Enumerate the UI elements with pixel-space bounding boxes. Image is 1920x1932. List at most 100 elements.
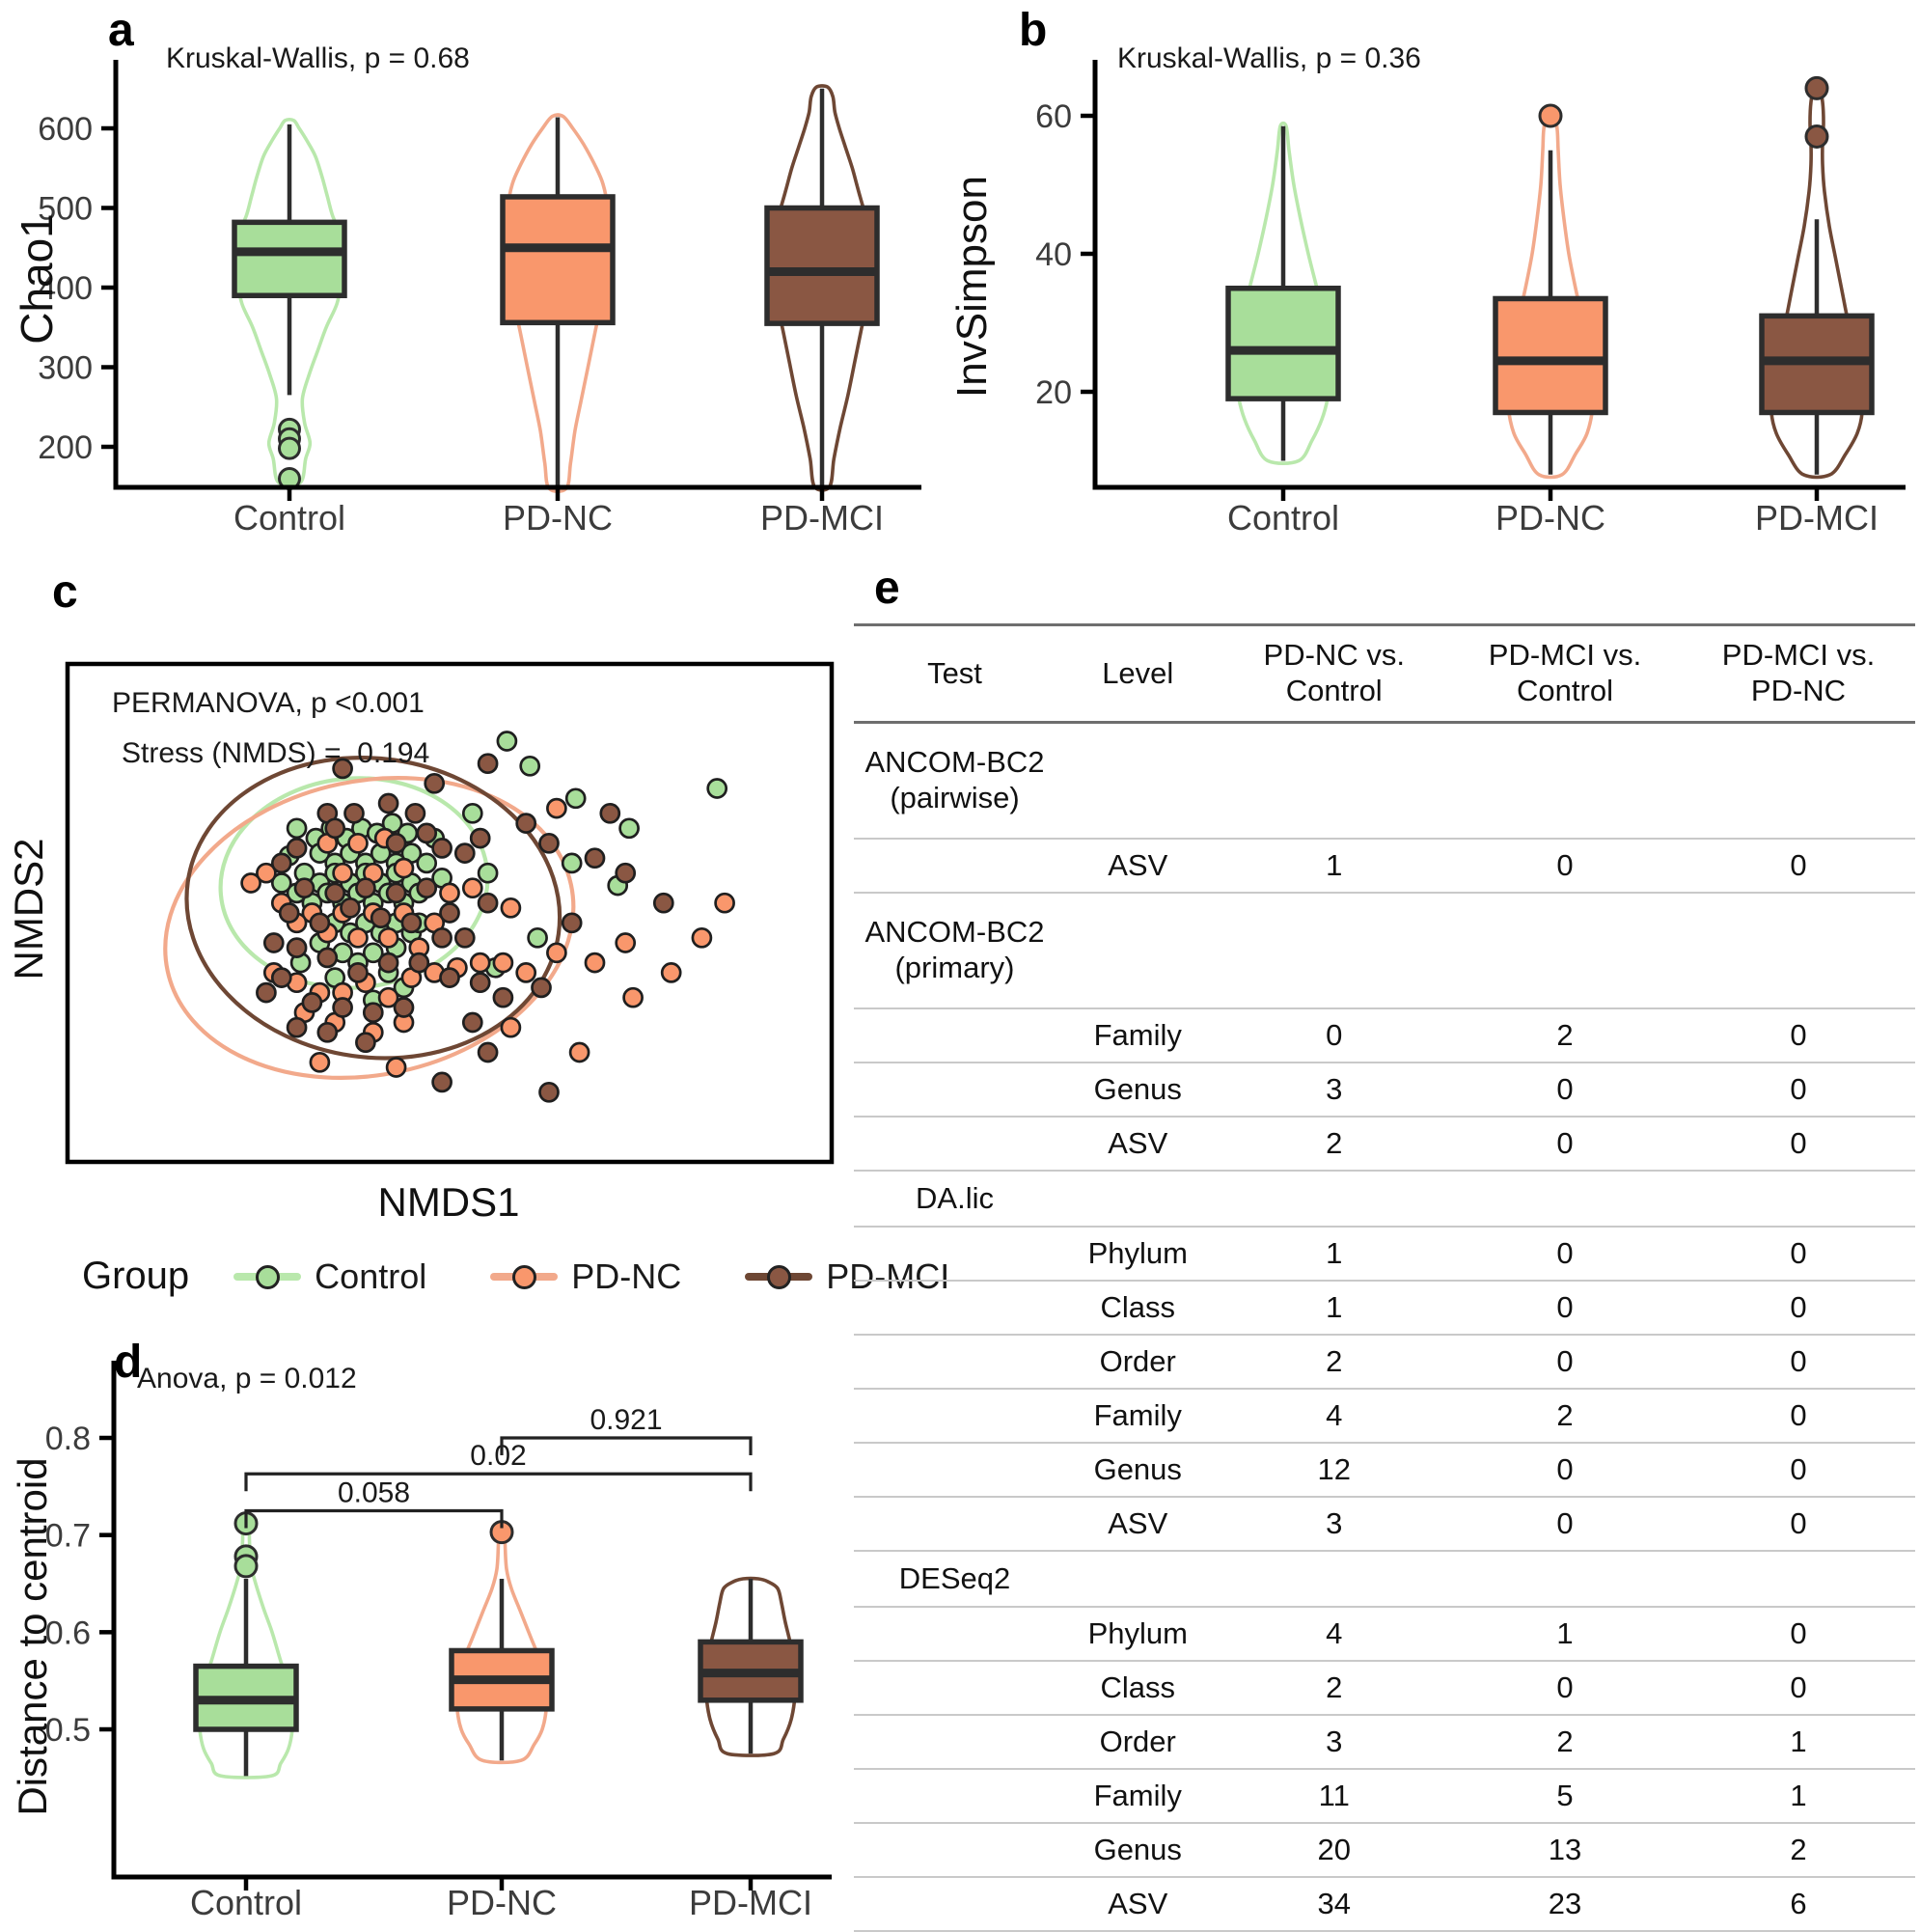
y-tick-label: 600	[38, 111, 93, 148]
table-rule	[854, 1606, 1915, 1608]
table-row: Family 0 2 0	[854, 1009, 1915, 1062]
table-cell: 20	[1317, 1832, 1351, 1866]
table-cell: 0	[1790, 1451, 1807, 1486]
table-row: Family 4 2 0	[854, 1390, 1915, 1442]
table-rule	[854, 623, 1915, 626]
table-cell: 0	[1790, 1017, 1807, 1052]
table-cell: 1	[1326, 847, 1343, 882]
table-rule	[854, 1822, 1915, 1824]
violin-group-PD-NC	[1493, 103, 1608, 480]
table-cell	[1056, 894, 1221, 1007]
table-cell: 0	[1790, 1289, 1807, 1324]
table-rule	[854, 1496, 1915, 1498]
table-row: Genus 12 0 0	[854, 1444, 1915, 1496]
comparison-p-value: 0.921	[590, 1404, 662, 1436]
pd-mci-marker-icon	[745, 1261, 813, 1292]
table-rule	[854, 1170, 1915, 1172]
outlier-point	[233, 1554, 259, 1579]
y-tick-label: 300	[38, 350, 93, 387]
y-tick-label: 40	[1035, 236, 1072, 273]
table-cell	[1056, 724, 1221, 838]
x-category-label: PD-NC	[1495, 498, 1605, 538]
table-header-cell: Test	[927, 655, 982, 690]
table-cell	[854, 1228, 1056, 1280]
group-legend: Group Control PD-NC PD-MCI	[82, 1255, 1013, 1298]
table-row: ASV 1 0 0	[854, 840, 1915, 892]
table-cell: 23	[1548, 1886, 1582, 1920]
table-cell: Phylum	[1087, 1235, 1188, 1270]
table-cell	[1682, 894, 1915, 1007]
table-cell: 0	[1556, 1343, 1574, 1378]
table-row: ANCOM-BC2 (primary)	[854, 894, 1915, 1007]
table-cell: 1	[1556, 1615, 1574, 1650]
violin-outline	[506, 113, 610, 493]
panel-c-label: c	[52, 566, 78, 618]
panel-d-label: d	[114, 1337, 143, 1388]
table-rule	[854, 1876, 1915, 1878]
table-cell: 2	[1790, 1832, 1807, 1866]
table-cell: Order	[1099, 1343, 1176, 1378]
table-rule	[854, 1442, 1915, 1444]
table-cell	[854, 1336, 1056, 1388]
table-cell: 0	[1556, 1235, 1574, 1270]
table-cell: 2	[1326, 1343, 1343, 1378]
table-cell: Genus	[1093, 1071, 1182, 1106]
table-rule	[854, 892, 1915, 894]
table-cell: Class	[1100, 1289, 1175, 1324]
table-rule	[854, 838, 1915, 840]
table-cell	[1448, 724, 1682, 838]
table-cell	[1056, 1172, 1221, 1226]
table-cell	[854, 1498, 1056, 1550]
table-cell: 0	[1790, 1071, 1807, 1106]
panel-a-stat-text: Kruskal-Wallis, p = 0.68	[166, 42, 470, 74]
table-header-row: Test Level PD-NC vs. Control PD-MCI vs. Con…	[854, 626, 1915, 721]
table-cell: Genus	[1093, 1451, 1182, 1486]
y-tick-label: 0.7	[45, 1518, 91, 1555]
table-cell: Genus	[1093, 1832, 1182, 1866]
x-category-label: PD-MCI	[760, 498, 884, 538]
panel-c-x-axis-title: NMDS1	[377, 1179, 520, 1225]
table-header-cell: Level	[1102, 655, 1174, 690]
table-row: ANCOM-BC2 (pairwise)	[854, 724, 1915, 838]
box	[1493, 295, 1608, 416]
panel-e-label: e	[874, 563, 900, 614]
table-row: Phylum 4 1 0	[854, 1608, 1915, 1660]
legend-item-control: Control	[233, 1256, 426, 1297]
legend-title: Group	[82, 1255, 190, 1297]
table-rule	[854, 1280, 1915, 1282]
table-cell: 12	[1317, 1451, 1351, 1486]
table-cell	[854, 1608, 1056, 1660]
violin-outline	[233, 117, 345, 488]
table-cell	[854, 1662, 1056, 1714]
table-cell: 2	[1326, 1125, 1343, 1160]
legend-item-pd-nc: PD-NC	[490, 1256, 681, 1297]
table-rule	[854, 721, 1915, 724]
table-cell: Phylum	[1087, 1615, 1188, 1650]
table-cell: 0	[1790, 847, 1807, 882]
pd-nc-marker-icon	[490, 1261, 559, 1292]
comparison-bracket	[500, 1436, 753, 1455]
table-cell	[1682, 1172, 1915, 1226]
violin-group-PD-NC	[449, 1520, 555, 1765]
legend-item-pd-mci: PD-MCI	[745, 1256, 949, 1297]
violin-group-Control	[1225, 121, 1341, 465]
table-cell: 2	[1556, 1724, 1574, 1758]
table-header-cell: PD-MCI vs. PD-NC	[1721, 638, 1876, 707]
box	[1225, 286, 1341, 401]
table-cell	[1448, 1552, 1682, 1606]
y-tick-label: 0.5	[45, 1712, 91, 1749]
scatter-points-PD-MCI	[256, 753, 674, 1103]
table-cell: 0	[1556, 1125, 1574, 1160]
table-cell: 1	[1790, 1724, 1807, 1758]
violin-group-Control	[193, 1511, 299, 1780]
panel-d-y-axis-title: Distance to centroid	[10, 1457, 55, 1816]
table-cell: DA.lic	[916, 1180, 994, 1215]
differential-abundance-table: Test Level PD-NC vs. Control PD-MCI vs. Con…	[854, 623, 1915, 1932]
group-ellipse-PD-MCI	[184, 756, 562, 1061]
outlier-point	[278, 436, 301, 460]
table-cell: 4	[1326, 1397, 1343, 1432]
table-row: DA.lic	[854, 1172, 1915, 1226]
control-marker-icon	[233, 1261, 302, 1292]
table-header-cell: PD-NC vs. Control	[1263, 638, 1405, 707]
table-cell: 6	[1790, 1886, 1807, 1920]
